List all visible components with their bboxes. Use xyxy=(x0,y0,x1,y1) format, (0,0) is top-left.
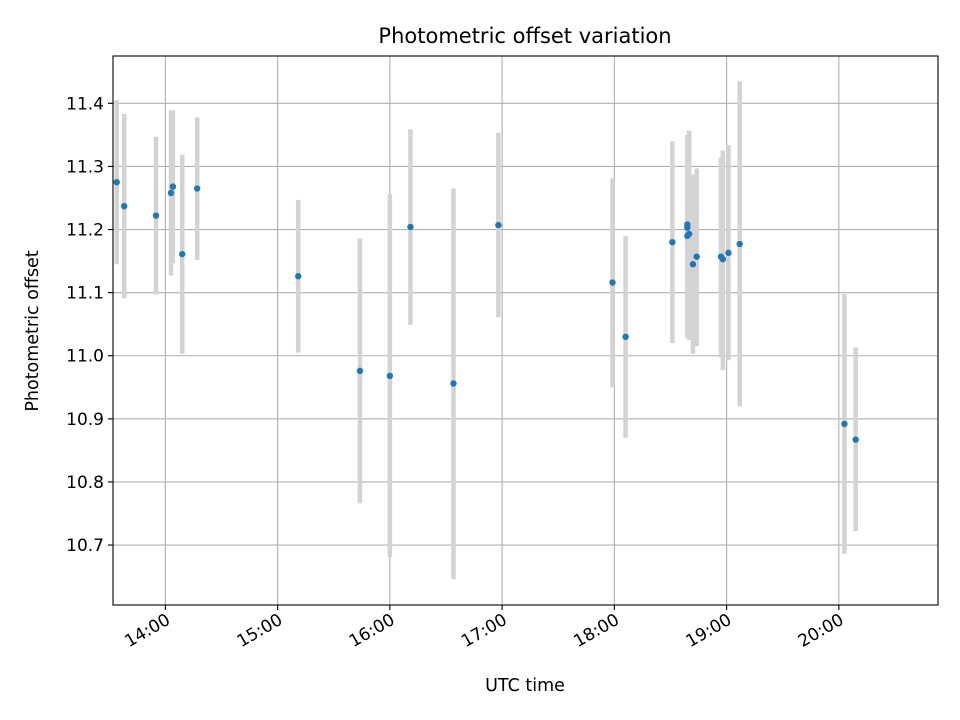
y-tick-label: 11.3 xyxy=(66,157,104,177)
data-points xyxy=(113,179,859,443)
data-point xyxy=(356,367,364,375)
x-axis-label: UTC time xyxy=(485,676,565,696)
data-point xyxy=(669,238,676,246)
data-point xyxy=(685,230,693,238)
y-axis-label: Photometric offset xyxy=(23,250,43,411)
data-point xyxy=(693,253,700,260)
data-point xyxy=(689,261,697,268)
data-point xyxy=(113,179,120,186)
data-point xyxy=(852,436,859,443)
data-point xyxy=(121,202,128,210)
y-axis: 10.7 10.8 10.9 11.0 11.1 11.2 11.3 11.4 xyxy=(66,94,113,556)
data-point xyxy=(179,250,186,258)
data-point xyxy=(193,185,201,192)
data-point xyxy=(725,249,732,257)
data-point xyxy=(167,189,175,197)
y-tick-label: 10.8 xyxy=(66,473,104,493)
data-point xyxy=(609,279,616,286)
y-tick-label: 10.9 xyxy=(66,410,104,430)
data-point xyxy=(386,372,394,380)
y-tick-label: 11.1 xyxy=(66,284,104,304)
data-point xyxy=(684,224,691,231)
plot-frame xyxy=(112,55,939,606)
data-point xyxy=(450,380,457,387)
data-point xyxy=(622,333,629,341)
data-point xyxy=(295,273,302,280)
data-point xyxy=(719,255,727,263)
data-point xyxy=(407,223,414,231)
y-tick-label: 10.7 xyxy=(66,536,104,556)
y-tick-label: 11.0 xyxy=(66,347,104,367)
data-point xyxy=(736,240,743,248)
y-tick-label: 11.4 xyxy=(66,94,104,114)
data-point xyxy=(169,183,177,190)
data-point xyxy=(152,212,160,219)
data-point xyxy=(841,420,848,428)
y-tick-label: 11.2 xyxy=(66,221,104,241)
chart-title: Photometric offset variation xyxy=(378,24,671,48)
data-point xyxy=(495,221,502,229)
